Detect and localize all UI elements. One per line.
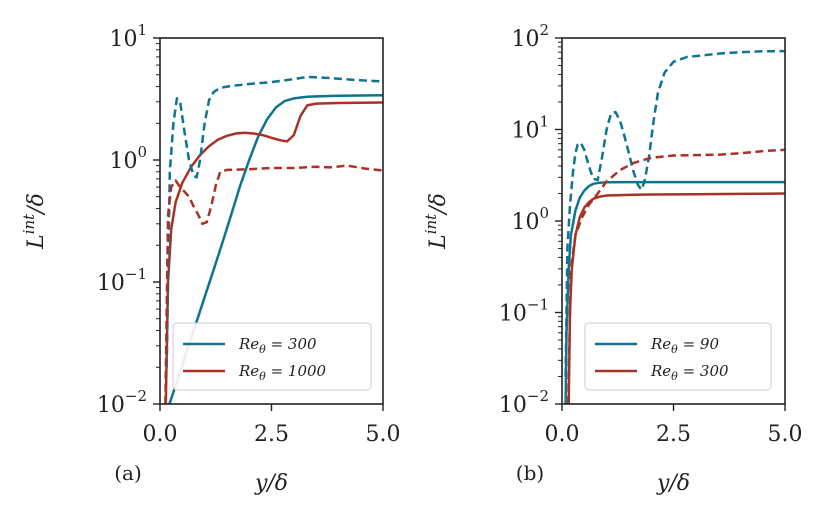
legend-box — [172, 322, 372, 391]
series-line-2-solid — [164, 101, 383, 404]
x-tick-label: 5.0 — [768, 422, 803, 447]
legend-entry-value: = 1000 — [266, 362, 327, 380]
series-line-3-dashed — [564, 49, 785, 377]
series-line-4-dashed — [566, 148, 785, 404]
legend-entry-main: Re — [650, 362, 671, 380]
series-line-4-dashed — [164, 164, 383, 404]
legend-entry-main: Re — [650, 335, 671, 353]
y-tick-exponent: 0 — [539, 204, 549, 222]
y-tick-label: 101 — [511, 113, 549, 144]
y-tick-base: 10 — [499, 302, 527, 327]
y-tick-base: 10 — [511, 27, 539, 52]
y-tick-base: 10 — [109, 27, 137, 52]
panel-label: (a) — [114, 461, 142, 485]
y-tick-exponent: 1 — [137, 21, 147, 39]
y-tick-exponent: −2 — [527, 387, 549, 405]
legend-entry-subscript: θ — [259, 370, 266, 383]
legend-entry-subscript: θ — [259, 343, 266, 356]
panel-b: 0.0 2.5 5.010−210−1100101102y/δLint/δ(b)Re… — [422, 21, 803, 496]
y-axis-label-tail: /δ — [426, 193, 451, 216]
series-line-3-dashed — [165, 75, 383, 368]
y-tick-label: 100 — [511, 204, 549, 235]
y-axis-label: Lint/δ — [20, 193, 49, 250]
y-tick-base: 10 — [109, 149, 137, 174]
legend-entry-value: = 300 — [266, 335, 317, 353]
series-line-2-solid — [567, 192, 785, 404]
y-tick-base: 10 — [511, 119, 539, 144]
legend-entry-subscript: θ — [671, 343, 678, 356]
legend-box — [584, 322, 772, 391]
y-tick-exponent: 0 — [137, 143, 147, 161]
y-axis-label: Lint/δ — [422, 193, 451, 250]
legend-entry: Reθ = 300 — [650, 362, 729, 383]
y-axis-label-tail: /δ — [24, 193, 49, 216]
y-tick-label: 10−2 — [499, 387, 549, 418]
y-tick-label: 10−2 — [97, 387, 147, 418]
legend-entry-main: Re — [238, 362, 259, 380]
legend-entry: Reθ = 90 — [650, 335, 719, 356]
series-group — [164, 75, 383, 404]
y-tick-exponent: 1 — [539, 113, 549, 131]
x-axis-label: y/δ — [656, 471, 690, 496]
y-tick-label: 102 — [511, 21, 549, 52]
panel-label: (b) — [516, 461, 544, 485]
y-tick-label: 100 — [109, 143, 147, 174]
y-tick-label: 10−1 — [97, 265, 147, 296]
y-tick-exponent: −1 — [527, 296, 549, 314]
x-tick-label: 0.0 — [545, 422, 580, 447]
x-tick-label: 0.0 — [143, 422, 178, 447]
legend-entry-value: = 300 — [678, 362, 729, 380]
x-tick-label: 2.5 — [656, 422, 691, 447]
legend-entry: Reθ = 1000 — [238, 362, 327, 383]
y-axis-label-main: L — [426, 234, 451, 250]
x-axis-label: y/δ — [254, 471, 288, 496]
y-tick-base: 10 — [511, 210, 539, 235]
y-axis-label-main: L — [24, 234, 49, 250]
y-tick-exponent: 2 — [539, 21, 549, 39]
y-tick-base: 10 — [97, 393, 125, 418]
series-line-1-solid — [564, 180, 785, 404]
x-tick-label: 2.5 — [254, 422, 289, 447]
y-tick-base: 10 — [499, 393, 527, 418]
y-tick-label: 101 — [109, 21, 147, 52]
y-tick-base: 10 — [97, 271, 125, 296]
series-line-1-solid — [168, 93, 383, 404]
y-tick-label: 10−1 — [499, 296, 549, 327]
legend-entry: Reθ = 300 — [238, 335, 317, 356]
y-tick-exponent: −2 — [125, 387, 147, 405]
y-axis-label-superscript: int — [20, 213, 38, 234]
series-group — [564, 49, 785, 404]
y-axis-label-superscript: int — [422, 213, 440, 234]
legend-entry-subscript: θ — [671, 370, 678, 383]
x-tick-label: 5.0 — [366, 422, 401, 447]
legend-entry-value: = 90 — [678, 335, 720, 353]
legend-entry-main: Re — [238, 335, 259, 353]
y-tick-exponent: −1 — [125, 265, 147, 283]
